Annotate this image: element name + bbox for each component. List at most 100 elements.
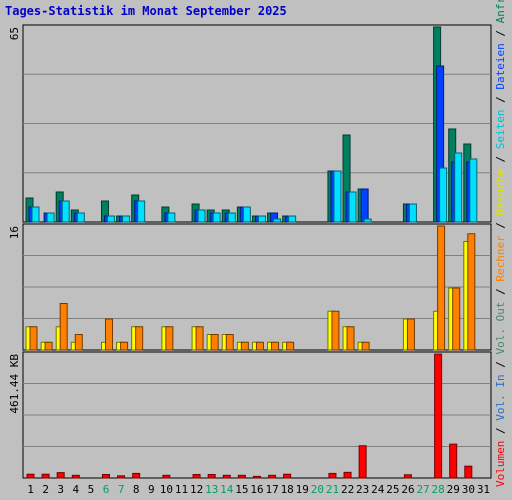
x-tick-label: 4 [73, 483, 80, 496]
bar-volume-day-21 [328, 472, 337, 479]
bar-hosts-day-13 [210, 334, 219, 351]
bar-volume-day-4 [71, 474, 80, 479]
x-tick-label: 24 [371, 483, 385, 496]
bar-pages-day-12 [197, 209, 206, 223]
x-tick-label: 2 [42, 483, 49, 496]
bar-pages-day-21 [333, 170, 342, 223]
series-volume [26, 353, 473, 479]
x-tick-label: 25 [386, 483, 399, 496]
bar-pages-day-1 [31, 206, 40, 223]
x-tick-label: 23 [356, 483, 369, 496]
bar-volume-day-30 [464, 465, 473, 479]
bar-pages-day-17 [273, 218, 282, 223]
bar-pages-day-30 [469, 158, 478, 223]
bar-hosts-day-2 [44, 341, 53, 351]
x-tick-label: 14 [220, 483, 234, 496]
bar-files-day-23 [360, 188, 369, 223]
bar-volume-day-13 [207, 474, 216, 479]
legend-entry: Vol. Out [494, 302, 507, 355]
bar-hosts-day-15 [240, 341, 249, 351]
bar-pages-day-28 [439, 167, 448, 223]
x-tick-label: 13 [205, 483, 218, 496]
bar-volume-day-18 [283, 473, 292, 479]
bar-hosts-day-10 [165, 326, 174, 351]
bar-pages-day-6 [106, 215, 115, 223]
bar-pages-day-4 [76, 212, 85, 223]
x-tick-label: 5 [88, 483, 95, 496]
series-hosts [29, 225, 476, 351]
chart-title: Tages-Statistik im Monat September 2025 [5, 4, 287, 18]
bar-volume-day-23 [358, 445, 367, 479]
x-tick-label: 6 [103, 483, 110, 496]
bar-hosts-day-23 [361, 341, 370, 351]
x-tick-label: 27 [416, 483, 429, 496]
x-tick-label: 19 [296, 483, 309, 496]
bar-hosts-day-22 [346, 326, 355, 351]
bar-pages-day-13 [212, 212, 221, 223]
legend-entry: Rechner [494, 235, 507, 282]
legend-entry: / [494, 282, 507, 302]
bar-volume-day-14 [222, 474, 231, 479]
x-tick-label: 21 [326, 483, 339, 496]
bar-hosts-day-3 [59, 303, 68, 351]
panel-bot: 461.44 KB [8, 351, 492, 479]
bar-hosts-day-14 [225, 334, 234, 351]
bar-volume-day-26 [403, 474, 412, 479]
bar-volume-day-7 [117, 475, 126, 479]
bar-volume-day-10 [162, 474, 171, 479]
x-tick-label: 20 [311, 483, 324, 496]
legend-entry: / [494, 149, 507, 169]
bar-pages-day-26 [408, 203, 417, 223]
bar-hosts-day-8 [135, 326, 144, 351]
bar-hosts-day-29 [452, 287, 461, 351]
x-axis-tick-labels: 1 2 3 4 5 6 7 8 9 10 11 12 13 14 15 16 17 18 19 20 21 22 23 24 2… [27, 483, 490, 496]
bar-volume-day-12 [192, 474, 201, 479]
panel-mid: 16 [8, 223, 492, 351]
bar-volume-day-1 [26, 473, 35, 479]
legend-entry: / [494, 90, 507, 110]
bar-pages-day-7 [122, 215, 131, 223]
bar-volume-day-15 [237, 474, 246, 479]
x-tick-label: 1 [27, 483, 34, 496]
legend-entry: Seiten [494, 109, 507, 149]
x-tick-label: 15 [235, 483, 248, 496]
x-tick-label: 7 [118, 483, 125, 496]
x-tick-label: 9 [148, 483, 155, 496]
bar-hosts-day-28 [437, 225, 446, 351]
bar-pages-day-2 [46, 212, 55, 223]
bar-volume-day-29 [449, 443, 458, 479]
bar-volume-day-28 [434, 353, 443, 479]
bar-hosts-day-6 [104, 318, 113, 351]
x-tick-label: 12 [190, 483, 203, 496]
x-tick-label: 31 [477, 483, 490, 496]
legend-entry: / [494, 215, 507, 235]
bar-volume-day-2 [41, 473, 50, 479]
legend-entry: / [494, 355, 507, 375]
bar-hosts-day-18 [286, 341, 295, 351]
bar-hosts-day-21 [331, 310, 340, 351]
bar-pages-day-16 [257, 215, 266, 223]
x-tick-label: 28 [432, 483, 445, 496]
bar-hosts-day-26 [406, 318, 415, 351]
x-tick-label: 17 [265, 483, 278, 496]
bar-hosts-day-1 [29, 326, 38, 351]
bar-pages-day-29 [454, 152, 463, 223]
bar-hosts-day-4 [74, 334, 83, 351]
bar-pages-day-15 [242, 206, 251, 223]
x-tick-label: 3 [57, 483, 64, 496]
bar-hosts-day-17 [271, 341, 280, 351]
bar-hosts-day-7 [120, 341, 129, 351]
legend-entry: Anfragen [494, 0, 507, 23]
x-tick-label: 8 [133, 483, 140, 496]
y-axis-max-label: 65 [8, 27, 21, 40]
legend-entry: Vol. In [494, 374, 507, 420]
legend-entry: / [494, 23, 507, 43]
x-tick-label: 29 [447, 483, 460, 496]
bar-pages-day-18 [288, 215, 297, 223]
y-axis-max-label: 461.44 KB [8, 354, 21, 414]
legend-entry: / [494, 421, 507, 441]
bar-volume-day-3 [56, 472, 65, 479]
x-tick-label: 26 [401, 483, 414, 496]
bar-pages-day-23 [363, 218, 372, 223]
